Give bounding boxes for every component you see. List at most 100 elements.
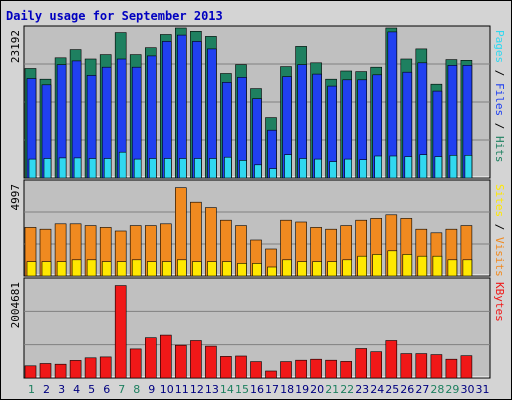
bar-kbytes-day-6 bbox=[99, 356, 112, 379]
bar-kbytes-day-15 bbox=[235, 355, 247, 379]
panel-middle-ymax-label: 4997 bbox=[9, 184, 22, 211]
x-tick-label: 6 bbox=[103, 383, 110, 396]
bar-pages-day-21 bbox=[329, 161, 337, 179]
bar-pages-day-22 bbox=[344, 158, 353, 179]
bar-pages-day-4 bbox=[73, 157, 82, 179]
x-tick-label: 8 bbox=[133, 383, 140, 396]
x-tick-label: 3 bbox=[58, 383, 65, 396]
bar-sites-day-11 bbox=[177, 259, 187, 277]
bar-sites-day-27 bbox=[417, 255, 428, 277]
bar-sites-day-30 bbox=[462, 259, 473, 277]
bar-sites-day-23 bbox=[357, 255, 368, 277]
x-tick-label: 20 bbox=[310, 383, 324, 396]
bar-kbytes-day-11 bbox=[175, 344, 187, 379]
x-tick-label: 30 bbox=[461, 383, 475, 396]
bar-pages-day-7 bbox=[118, 151, 127, 179]
bar-sites-day-9 bbox=[147, 261, 157, 277]
bar-pages-day-18 bbox=[284, 154, 292, 179]
bar-pages-day-12 bbox=[194, 158, 202, 179]
bar-sites-day-19 bbox=[297, 261, 307, 277]
bar-kbytes-day-14 bbox=[220, 356, 232, 379]
bar-sites-day-18 bbox=[282, 259, 292, 277]
x-tick-label: 10 bbox=[160, 383, 174, 396]
bar-kbytes-day-5 bbox=[84, 357, 97, 379]
series-label-separator: / bbox=[493, 116, 506, 136]
bar-pages-day-13 bbox=[209, 158, 217, 179]
bar-files-day-11 bbox=[177, 34, 187, 179]
bar-sites-day-14 bbox=[222, 261, 232, 277]
bar-sites-day-29 bbox=[447, 259, 458, 277]
bar-kbytes-day-24 bbox=[370, 351, 383, 379]
bar-kbytes-day-23 bbox=[355, 348, 368, 379]
x-tick-label: 18 bbox=[280, 383, 294, 396]
bar-kbytes-day-22 bbox=[340, 361, 353, 379]
bar-kbytes-day-9 bbox=[145, 337, 157, 379]
bar-pages-day-28 bbox=[434, 156, 443, 179]
bar-kbytes-day-28 bbox=[430, 354, 443, 379]
bar-pages-day-6 bbox=[103, 158, 112, 179]
bar-pages-day-10 bbox=[164, 158, 172, 179]
bar-files-day-10 bbox=[162, 41, 172, 179]
bar-kbytes-day-26 bbox=[400, 353, 413, 379]
x-tick-label: 24 bbox=[370, 383, 384, 396]
bar-pages-day-20 bbox=[314, 158, 322, 179]
bar-kbytes-day-18 bbox=[280, 361, 292, 379]
x-tick-label: 9 bbox=[148, 383, 155, 396]
bar-pages-day-25 bbox=[389, 155, 398, 179]
x-tick-label: 23 bbox=[355, 383, 369, 396]
bar-sites-day-6 bbox=[101, 261, 112, 277]
x-tick-label: 11 bbox=[175, 383, 189, 396]
bar-pages-day-16 bbox=[254, 164, 262, 179]
x-tick-label: 14 bbox=[220, 383, 234, 396]
bar-kbytes-day-1 bbox=[24, 365, 37, 379]
series-label-kbytes: KBytes bbox=[493, 282, 506, 322]
bar-sites-day-12 bbox=[192, 261, 202, 277]
bar-kbytes-day-20 bbox=[310, 358, 322, 379]
panel-top-series-label: Pages / Files / Hits bbox=[493, 30, 506, 163]
x-tick-label: 26 bbox=[400, 383, 414, 396]
bar-kbytes-day-3 bbox=[54, 363, 67, 379]
bar-kbytes-day-19 bbox=[295, 359, 307, 379]
bar-sites-day-4 bbox=[71, 259, 82, 277]
bar-pages-day-29 bbox=[449, 155, 458, 179]
x-tick-label: 4 bbox=[73, 383, 80, 396]
bar-pages-day-1 bbox=[28, 158, 37, 179]
panel-middle-series-label: Sites / Visits bbox=[493, 184, 506, 277]
bar-kbytes-day-27 bbox=[415, 353, 428, 379]
bar-pages-day-15 bbox=[239, 160, 247, 179]
panel-bottom-ymax-label: 2004681 bbox=[9, 282, 22, 328]
bar-pages-day-2 bbox=[43, 158, 52, 179]
panel-top-ymax-label: 23192 bbox=[9, 30, 22, 63]
x-tick-label: 21 bbox=[325, 383, 339, 396]
bar-pages-day-23 bbox=[359, 159, 368, 179]
series-label-separator: / bbox=[493, 63, 506, 83]
bar-sites-day-1 bbox=[26, 261, 37, 277]
series-label-files: Files bbox=[493, 83, 506, 116]
x-tick-label: 27 bbox=[415, 383, 429, 396]
series-label-pages: Pages bbox=[493, 30, 506, 63]
bar-kbytes-day-30 bbox=[460, 355, 473, 379]
series-label-visits: Visits bbox=[493, 237, 506, 277]
bar-pages-day-3 bbox=[58, 157, 67, 179]
bar-kbytes-day-4 bbox=[69, 360, 82, 379]
bar-kbytes-day-2 bbox=[39, 363, 52, 379]
x-tick-label: 31 bbox=[476, 383, 490, 396]
bar-kbytes-day-21 bbox=[325, 359, 337, 379]
x-tick-label: 19 bbox=[295, 383, 309, 396]
bar-sites-day-3 bbox=[56, 261, 67, 277]
bar-sites-day-7 bbox=[116, 261, 127, 277]
bar-pages-day-5 bbox=[88, 158, 97, 179]
bar-kbytes-day-16 bbox=[250, 361, 262, 379]
bar-sites-day-21 bbox=[327, 261, 337, 277]
x-tick-label: 25 bbox=[385, 383, 399, 396]
x-tick-label: 7 bbox=[118, 383, 125, 396]
bar-sites-day-24 bbox=[372, 254, 383, 277]
bar-sites-day-17 bbox=[267, 266, 277, 277]
bar-sites-day-10 bbox=[162, 261, 172, 277]
bar-sites-day-25 bbox=[387, 250, 398, 277]
series-label-separator: / bbox=[493, 217, 506, 237]
bar-pages-day-17 bbox=[269, 168, 277, 179]
bar-sites-day-22 bbox=[342, 259, 353, 277]
x-tick-label: 29 bbox=[445, 383, 459, 396]
